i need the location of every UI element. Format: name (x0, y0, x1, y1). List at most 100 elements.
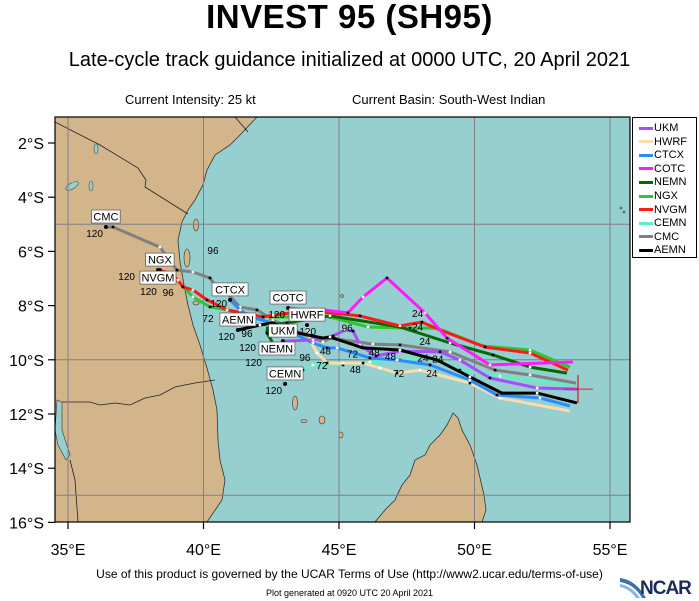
hour-label: 48 (350, 365, 362, 376)
hour-label-text: 24 (419, 337, 431, 348)
y-tick-label: 4°S (18, 190, 44, 207)
track-point (225, 308, 229, 312)
current-intensity: Current Intensity: 25 kt (125, 92, 256, 107)
track-point (311, 338, 315, 342)
hour-label: 24 (419, 337, 431, 348)
track-point (445, 336, 449, 340)
track-point (428, 363, 432, 367)
track-point (488, 363, 492, 367)
hour-label-text: 24 (412, 309, 424, 320)
track-point (271, 321, 275, 325)
track-point (205, 298, 209, 302)
model-label-text: AEMN (222, 314, 254, 326)
legend-swatch (639, 194, 653, 198)
hour-label: 96 (342, 324, 354, 335)
track-point (398, 343, 402, 347)
track-point (361, 295, 365, 299)
hour-label: 24 (417, 354, 429, 365)
track-point (528, 373, 532, 377)
track-end-point (103, 225, 108, 230)
track-point (493, 368, 497, 372)
hour-label-text: 24 (426, 369, 438, 380)
hour-label-text: 48 (385, 352, 397, 363)
track-point (448, 350, 452, 354)
track-point (423, 311, 427, 315)
page-title: INVEST 95 (SH95) (206, 0, 493, 35)
track-cmc (105, 225, 577, 385)
track-point (343, 328, 347, 332)
hour-label-text: 72 (316, 361, 328, 372)
legend-label: CEMN (654, 217, 687, 230)
model-label-text: NGX (148, 255, 173, 267)
model-label-box (269, 290, 307, 305)
track-point (435, 358, 439, 362)
track-point (528, 348, 532, 352)
track-point (366, 325, 370, 329)
model-label-nemn: NEMN (258, 341, 296, 356)
legend-label: NVGM (654, 203, 687, 216)
track-point (498, 396, 502, 400)
track-point (371, 342, 375, 346)
hour-label: 72 (393, 369, 405, 380)
track-point (351, 329, 355, 333)
lake (93, 143, 99, 155)
hour-label-text: 96 (163, 288, 175, 299)
y-tick-label: 14°S (9, 461, 44, 478)
model-label-text: COTC (272, 293, 303, 305)
track-point (238, 305, 242, 309)
hour-label: 72 (316, 361, 328, 372)
hour-label: 48 (369, 348, 381, 359)
axes: 35°E 40°E 45°E 50°E 55°E 2°S 4°S 6°S 8°S 10°S 12°S… (9, 136, 627, 559)
track-point (448, 341, 452, 345)
hour-label: 96 (241, 329, 253, 340)
track-point (315, 351, 319, 355)
hour-label-text: 48 (369, 348, 381, 359)
legend-label: NEMN (654, 176, 687, 189)
hour-label-text: 72 (393, 369, 405, 380)
track-point (238, 308, 242, 312)
end-hour-label: 120 (268, 310, 285, 321)
end-hour-label: 120 (245, 358, 262, 369)
track-point (491, 353, 495, 357)
legend-label: HWRF (654, 135, 687, 148)
model-label-cotc: COTC (269, 290, 307, 305)
hour-label: 24 (432, 354, 444, 365)
track-point (528, 365, 532, 369)
hour-label: 96 (207, 246, 219, 257)
track-point (395, 358, 399, 362)
legend-swatch (639, 140, 653, 144)
track-point (361, 361, 365, 365)
end-hour-label-text: 120 (210, 299, 227, 310)
hour-label-text: 96 (207, 246, 219, 257)
track-point (208, 276, 212, 280)
end-hour-label: 120 (218, 332, 235, 343)
lake (65, 181, 79, 191)
track-point (271, 313, 275, 317)
legend-item-nemn: NEMN (639, 175, 686, 189)
model-label-text: CTCX (215, 284, 246, 296)
hour-label-text: 72 (347, 349, 359, 360)
model-label-box (268, 323, 298, 338)
hour-label-text: 24 (417, 354, 429, 365)
model-label-box (145, 252, 175, 267)
legend-swatch (639, 248, 653, 252)
track-point (158, 245, 162, 249)
hour-label-text: 24 (432, 354, 444, 365)
end-hour-label-text: 120 (299, 327, 316, 338)
model-label-box (219, 312, 257, 327)
x-tick-label: 45°E (322, 542, 357, 559)
hour-label-text: 24 (412, 323, 424, 334)
track-point (346, 311, 350, 315)
model-label-text: CEMN (269, 368, 301, 380)
model-label-cmc: CMC (91, 209, 121, 224)
madagascar-landmass (374, 412, 487, 522)
islands (183, 206, 626, 439)
model-label-box (258, 341, 296, 356)
hour-label-text: 48 (350, 365, 362, 376)
track-point (325, 346, 329, 350)
track-point (535, 391, 539, 395)
end-hour-label-text: 120 (118, 272, 135, 283)
y-tick-label: 6°S (18, 244, 44, 261)
track-point (191, 270, 195, 274)
track-point (325, 361, 329, 365)
